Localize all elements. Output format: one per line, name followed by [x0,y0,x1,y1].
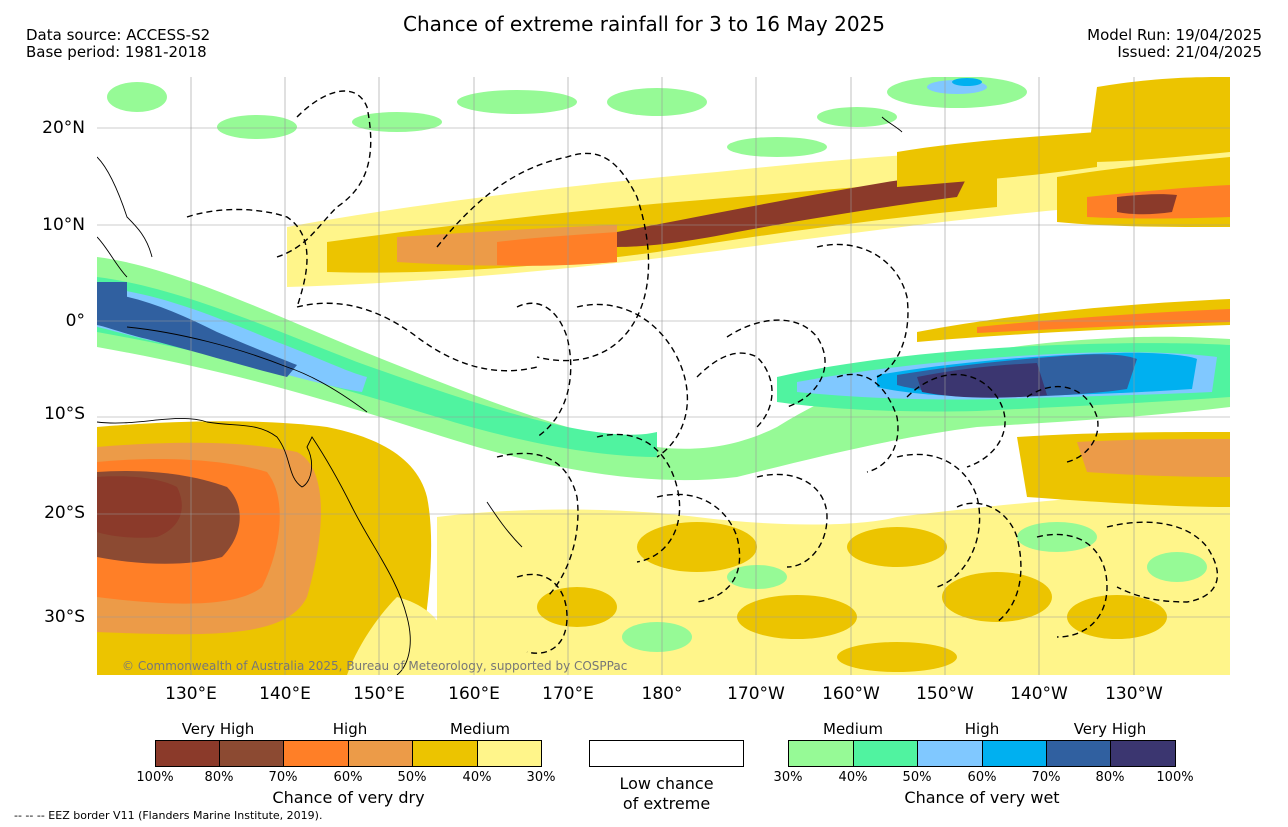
wet-level-medium: Medium [823,720,883,738]
wet-level-very-high: Very High [1073,720,1147,738]
low-chance-line2: of extreme [622,794,711,813]
dry-swatch-80-70 [219,740,284,767]
dry-pct-50: 50% [397,770,427,785]
wet-pct-40: 40% [838,770,868,785]
lat-label-10n: 10°N [42,215,85,235]
dry-swatch-50-40 [412,740,478,767]
dry-swatch-40-30 [477,740,542,767]
map-title: Chance of extreme rainfall for 3 to 16 M… [403,12,885,36]
lat-label-0: 0° [65,311,85,331]
lon-label-130w: 130°W [1105,684,1163,704]
lon-label-170e: 170°E [542,684,594,704]
dry-caption: Chance of very dry [272,788,425,807]
wet-swatch-40-50 [853,740,918,767]
coastlines [97,116,903,675]
wet-swatch-60-70 [982,740,1047,767]
wet-swatch-30-40 [788,740,854,767]
dry-level-very-high: Very High [181,720,255,738]
dry-swatch-100-80 [155,740,220,767]
wet-swatch-70-80 [1046,740,1111,767]
copyright-notice: © Commonwealth of Australia 2025, Bureau… [122,659,628,673]
low-chance-swatch [589,740,744,767]
eez-borders [186,90,1218,654]
dry-pct-60: 60% [333,770,363,785]
map-canvas [97,77,1230,675]
issued-date: Issued: 21/04/2025 [1117,43,1262,61]
lat-label-10s: 10°S [44,404,85,424]
low-chance-caption: Low chance of extreme [589,774,744,814]
dry-pct-80: 80% [204,770,234,785]
dry-region-australia [97,421,450,675]
run-info: Model Run: 19/04/2025 Issued: 21/04/2025 [1087,27,1262,61]
dry-pct-40: 40% [462,770,492,785]
rainfall-map [97,77,1230,675]
graticule [97,77,1230,675]
dry-swatch-70-60 [283,740,349,767]
lat-label-20n: 20°N [42,118,85,138]
dry-pct-30: 30% [526,770,556,785]
lon-label-150e: 150°E [353,684,405,704]
wet-pct-50: 50% [902,770,932,785]
lat-label-30s: 30°S [44,607,85,627]
model-run: Model Run: 19/04/2025 [1087,26,1262,44]
dry-level-high: High [332,720,368,738]
lon-label-150w: 150°W [916,684,974,704]
wet-swatch-80-100 [1110,740,1176,767]
dry-band-north [287,77,1230,287]
wet-band [97,257,1230,481]
dry-level-medium: Medium [450,720,510,738]
wet-swatch-50-60 [917,740,983,767]
source-info: Data source: ACCESS-S2 Base period: 1981… [26,27,210,61]
lon-label-140w: 140°W [1010,684,1068,704]
lon-label-180: 180° [641,684,683,704]
wet-patches-north [107,77,1027,157]
lon-label-170w: 170°W [727,684,785,704]
base-period: Base period: 1981-2018 [26,43,207,61]
lat-label-20s: 20°S [44,503,85,523]
data-source: Data source: ACCESS-S2 [26,26,211,44]
wet-pct-30: 30% [773,770,803,785]
wet-pct-100: 100% [1156,770,1194,785]
lon-label-130e: 130°E [165,684,217,704]
wet-caption: Chance of very wet [904,788,1060,807]
eez-footnote: -- -- -- EEZ border V11 (Flanders Marine… [14,809,323,822]
wet-level-high: High [964,720,1000,738]
lon-label-160e: 160°E [448,684,500,704]
dry-swatch-60-50 [348,740,413,767]
lon-label-140e: 140°E [259,684,311,704]
wet-pct-60: 60% [967,770,997,785]
wet-pct-70: 70% [1031,770,1061,785]
lon-label-160w: 160°W [822,684,880,704]
dry-pct-70: 70% [268,770,298,785]
wet-pct-80: 80% [1095,770,1125,785]
low-chance-line1: Low chance [619,774,714,793]
dry-pct-100: 100% [136,770,174,785]
